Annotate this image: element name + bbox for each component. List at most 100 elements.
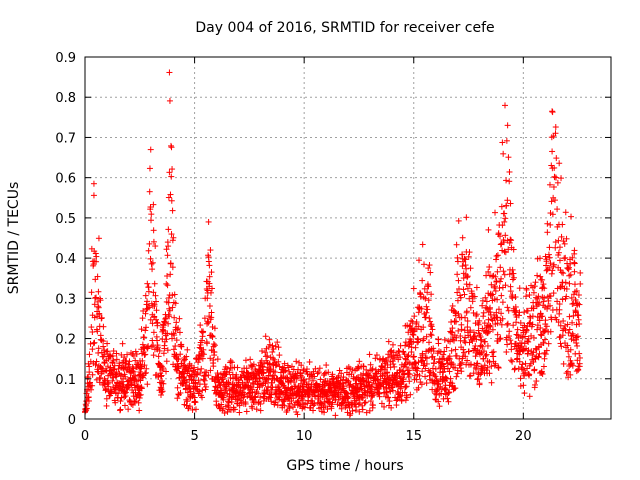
data-point <box>506 168 513 175</box>
data-point <box>576 354 583 361</box>
data-point <box>435 340 442 347</box>
data-point <box>202 383 209 390</box>
data-point <box>115 390 122 397</box>
data-point <box>175 355 182 362</box>
data-point <box>507 288 514 295</box>
data-point <box>494 320 501 327</box>
data-point <box>514 332 521 339</box>
data-point <box>428 332 435 339</box>
data-point <box>473 284 480 291</box>
data-point <box>423 380 430 387</box>
data-point <box>197 345 204 352</box>
data-point <box>466 281 473 288</box>
data-point <box>550 183 557 190</box>
data-point <box>294 411 301 418</box>
data-point <box>206 303 213 310</box>
data-point <box>549 211 556 218</box>
data-point <box>509 266 516 273</box>
data-point <box>168 142 175 149</box>
data-point <box>454 254 461 261</box>
data-point <box>164 347 171 354</box>
data-point <box>279 364 286 371</box>
data-point <box>572 296 579 303</box>
data-point <box>138 363 145 370</box>
data-point <box>95 345 102 352</box>
data-point <box>86 351 93 358</box>
data-point <box>229 359 236 366</box>
data-point <box>506 178 513 185</box>
data-point <box>540 339 547 346</box>
data-point <box>482 338 489 345</box>
data-point <box>500 268 507 275</box>
data-point <box>542 351 549 358</box>
data-point <box>556 257 563 264</box>
data-point <box>146 304 153 311</box>
data-point <box>489 349 496 356</box>
data-point <box>530 305 537 312</box>
chart-title: Day 004 of 2016, SRMTID for receiver cef… <box>195 20 494 36</box>
data-point <box>160 365 167 372</box>
data-point <box>404 353 411 360</box>
data-point <box>247 356 254 363</box>
data-point <box>510 322 517 329</box>
data-point <box>461 327 468 334</box>
data-point <box>92 361 99 368</box>
data-point <box>164 252 171 259</box>
data-point <box>209 333 216 340</box>
data-point <box>495 306 502 313</box>
data-point <box>444 365 451 372</box>
data-point <box>544 305 551 312</box>
data-point <box>199 394 206 401</box>
data-point <box>428 323 435 330</box>
data-point <box>170 346 177 353</box>
data-point <box>240 394 247 401</box>
data-point <box>88 289 95 296</box>
data-point <box>82 406 89 413</box>
data-point <box>109 377 116 384</box>
data-point <box>475 375 482 382</box>
data-point <box>458 326 465 333</box>
data-point <box>415 384 422 391</box>
data-point <box>509 358 516 365</box>
data-point <box>513 319 520 326</box>
data-point <box>160 380 167 387</box>
data-point <box>544 266 551 273</box>
data-point <box>467 372 474 379</box>
data-point <box>464 357 471 364</box>
data-point <box>201 315 208 322</box>
data-point <box>519 361 526 368</box>
data-point <box>484 364 491 371</box>
data-point <box>562 279 569 286</box>
data-point <box>556 301 563 308</box>
data-point <box>575 291 582 298</box>
data-point <box>526 393 533 400</box>
data-point <box>410 285 417 292</box>
data-point <box>194 371 201 378</box>
data-point <box>539 370 546 377</box>
data-point <box>572 308 579 315</box>
data-point <box>150 352 157 359</box>
data-point <box>282 367 289 374</box>
data-point <box>147 316 154 323</box>
data-point <box>163 358 170 365</box>
data-point <box>160 322 167 329</box>
data-point <box>98 364 105 371</box>
data-point <box>448 329 455 336</box>
data-point <box>89 346 96 353</box>
data-point <box>379 364 386 371</box>
data-point <box>547 260 554 267</box>
data-point <box>163 314 170 321</box>
data-point <box>253 388 260 395</box>
data-point <box>555 319 562 326</box>
data-point <box>133 351 140 358</box>
data-point <box>493 253 500 260</box>
data-point <box>466 295 473 302</box>
data-point <box>144 280 151 287</box>
data-point <box>138 326 145 333</box>
data-point <box>445 390 452 397</box>
data-point <box>418 305 425 312</box>
data-point <box>495 364 502 371</box>
data-point <box>467 265 474 272</box>
data-point <box>383 389 390 396</box>
